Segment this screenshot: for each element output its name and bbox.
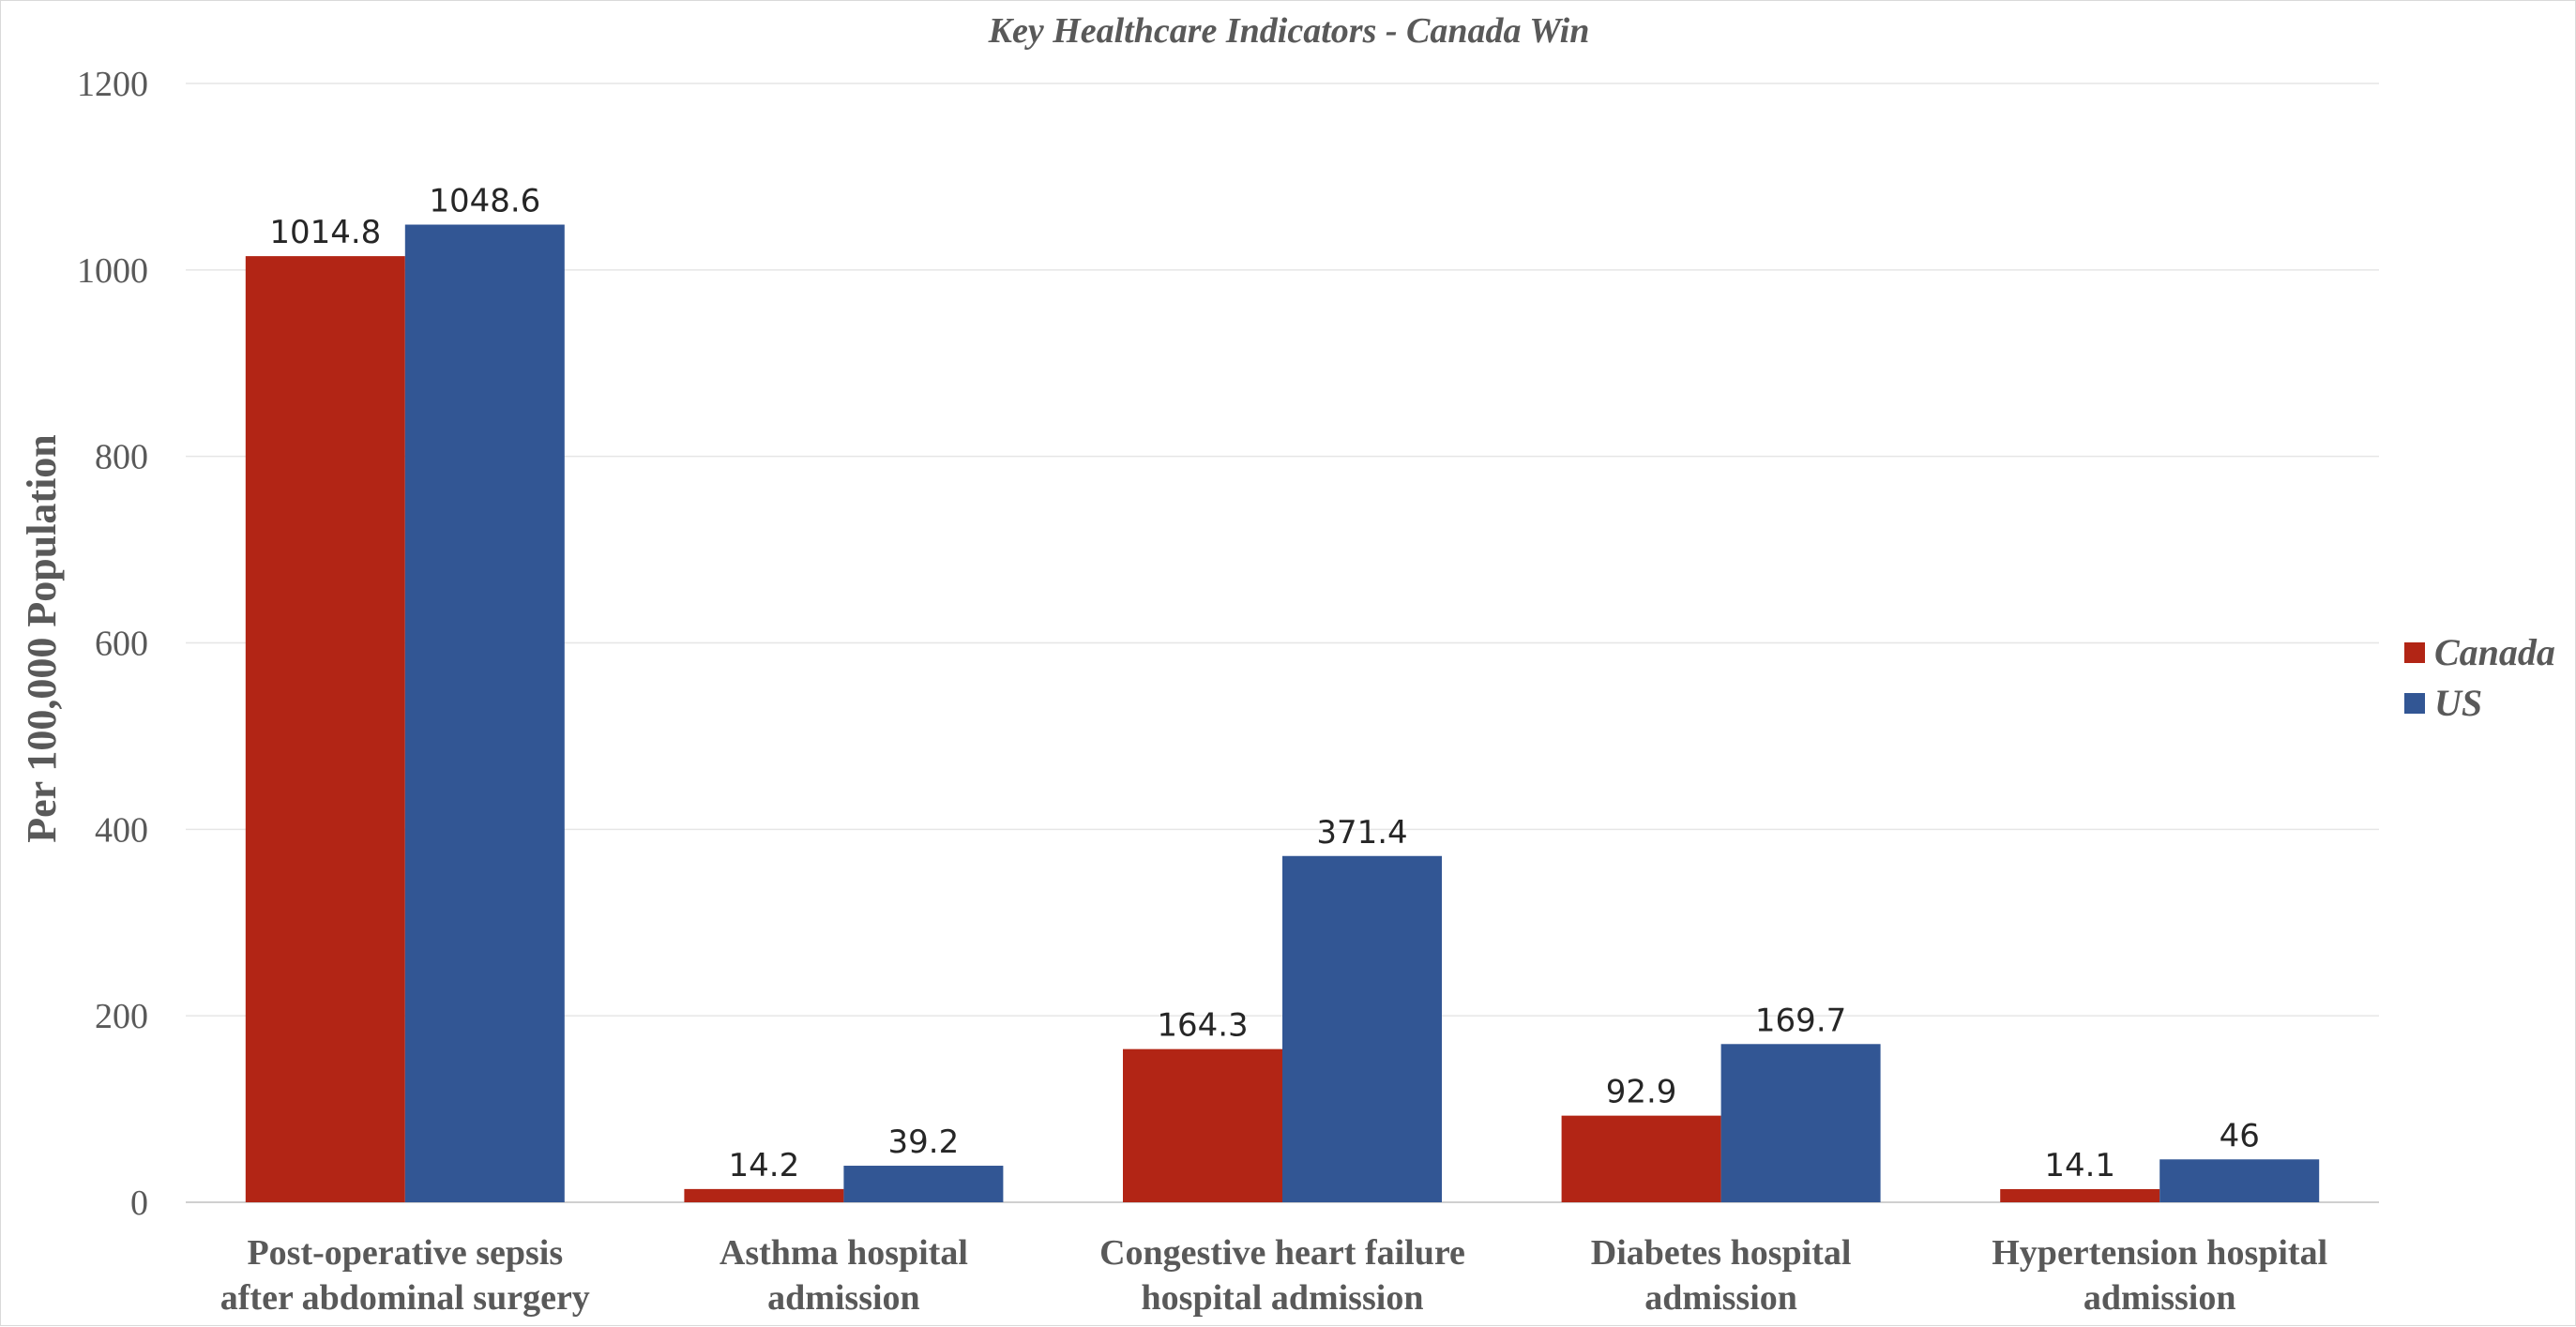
data-label: 1014.8 (269, 214, 381, 251)
bar-canada-2 (1123, 1048, 1282, 1202)
x-axis-ticks: Post-operative sepsis after abdominal sur… (220, 1233, 2327, 1318)
x-tick-label-line: after abdominal surgery (220, 1278, 590, 1318)
y-tick-label: 1200 (77, 65, 148, 104)
x-tick-label: Congestive heart failure hospital admissi… (1099, 1233, 1465, 1318)
legend-swatch-us (2404, 693, 2425, 714)
legend-label-us: US (2434, 682, 2482, 724)
x-tick-label: Hypertension hospital admission (1992, 1233, 2327, 1318)
x-tick-label-line: hospital admission (1142, 1278, 1424, 1318)
data-label: 371.4 (1316, 814, 1407, 852)
data-label: 164.3 (1157, 1007, 1248, 1045)
legend-swatch-canada (2404, 642, 2425, 663)
legend: Canada US (2404, 631, 2555, 724)
y-tick-label: 200 (95, 997, 148, 1036)
legend-label-canada: Canada (2434, 631, 2555, 673)
bar-us-2 (1282, 855, 1442, 1202)
bar-us-3 (1720, 1044, 1881, 1202)
data-label: 169.7 (1755, 1002, 1846, 1039)
data-label: 14.2 (729, 1147, 800, 1184)
data-label: 14.1 (2044, 1147, 2115, 1184)
x-tick-label-line: Asthma hospital (720, 1233, 968, 1273)
y-tick-label: 800 (95, 438, 148, 477)
y-axis-label: Per 100,000 Population (19, 434, 65, 843)
x-tick-label-line: admission (2084, 1278, 2236, 1318)
x-tick-label: Post-operative sepsis after abdominal sur… (220, 1233, 590, 1318)
x-tick-label-line: Hypertension hospital (1992, 1233, 2327, 1273)
x-tick-label-line: Congestive heart failure (1099, 1233, 1465, 1273)
data-label: 46 (2220, 1117, 2260, 1154)
bar-us-4 (2159, 1159, 2320, 1202)
x-tick-label-line: admission (767, 1278, 920, 1318)
x-tick-label: Diabetes hospital admission (1591, 1233, 1852, 1318)
y-tick-label: 400 (95, 810, 148, 850)
bar-us-0 (404, 224, 565, 1202)
chart-title: Key Healthcare Indicators - Canada Win (988, 11, 1590, 51)
bar-canada-1 (684, 1188, 844, 1202)
data-label: 1048.6 (429, 183, 540, 220)
bar-canada-0 (245, 256, 405, 1203)
data-label: 39.2 (888, 1123, 960, 1161)
y-tick-label: 1000 (77, 251, 148, 291)
data-label: 92.9 (1606, 1074, 1677, 1111)
bar-us-1 (843, 1166, 1004, 1202)
bar-canada-4 (2000, 1188, 2160, 1202)
y-tick-label: 600 (95, 625, 148, 664)
bar-canada-3 (1561, 1115, 1721, 1202)
x-tick-label-line: admission (1644, 1278, 1797, 1318)
x-tick-label: Asthma hospital admission (720, 1233, 968, 1318)
x-tick-label-line: Post-operative sepsis (247, 1233, 563, 1273)
y-axis-ticks: 0 200 400 600 800 1000 1200 (77, 65, 148, 1223)
y-tick-label: 0 (130, 1184, 148, 1223)
data-labels: 1014.8 1048.6 14.2 39.2 164.3 371.4 92.9 169.7 1… (269, 183, 2260, 1184)
x-tick-label-line: Diabetes hospital (1591, 1233, 1852, 1273)
bars (245, 224, 2320, 1203)
